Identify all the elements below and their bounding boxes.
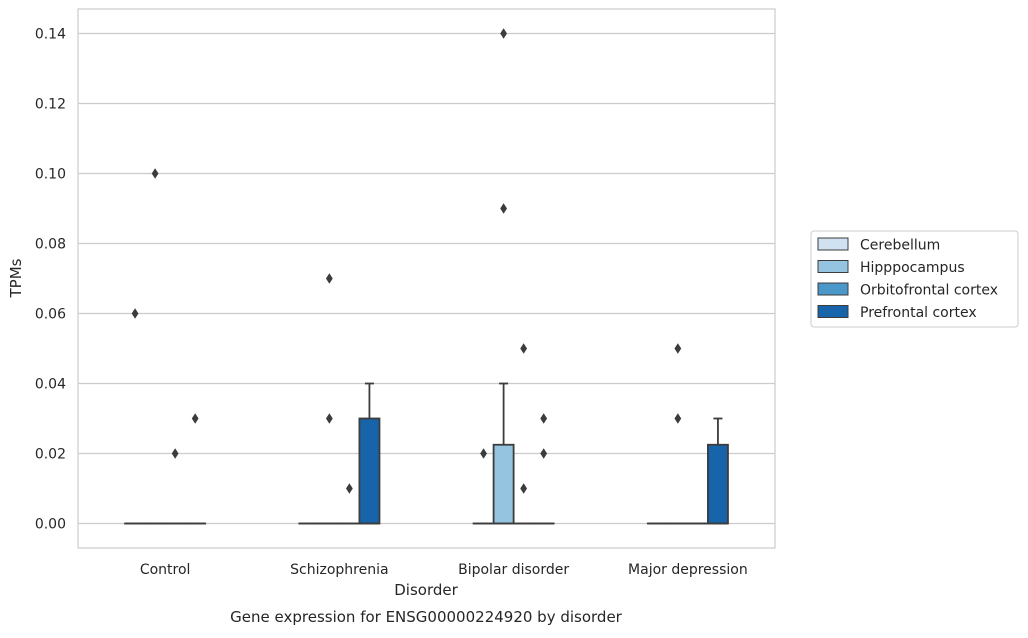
x-tick-label: Schizophrenia xyxy=(290,562,388,578)
y-tick-label: 0.14 xyxy=(35,27,66,43)
legend-label: Hipppocampus xyxy=(860,260,965,276)
y-tick-label: 0.06 xyxy=(35,307,66,323)
chart-caption: Gene expression for ENSG00000224920 by d… xyxy=(230,608,623,626)
y-tick-label: 0.10 xyxy=(35,167,66,183)
x-axis-label: Disorder xyxy=(394,581,458,599)
x-tick-label: Control xyxy=(140,562,191,578)
legend-label: Orbitofrontal cortex xyxy=(860,283,998,299)
legend-swatch xyxy=(818,283,848,295)
legend: Cerebellum Hipppocampus Orbitofrontal cort… xyxy=(811,231,1018,327)
box-body xyxy=(708,445,728,524)
legend-swatch xyxy=(818,261,848,273)
x-tick-label: Bipolar disorder xyxy=(458,562,569,578)
y-tick-label: 0.00 xyxy=(35,517,66,533)
legend-label: Prefrontal cortex xyxy=(860,305,977,321)
y-axis-label: TPMs xyxy=(7,258,25,298)
box-body xyxy=(494,445,514,524)
y-tick-label: 0.12 xyxy=(35,97,66,113)
legend-swatch xyxy=(818,306,848,318)
legend-swatch xyxy=(818,238,848,250)
box-body xyxy=(359,419,379,524)
legend-label: Cerebellum xyxy=(860,238,940,254)
y-tick-label: 0.04 xyxy=(35,377,66,393)
y-tick-label: 0.08 xyxy=(35,237,66,253)
y-tick-label: 0.02 xyxy=(35,447,66,463)
x-tick-label: Major depression xyxy=(628,562,748,578)
